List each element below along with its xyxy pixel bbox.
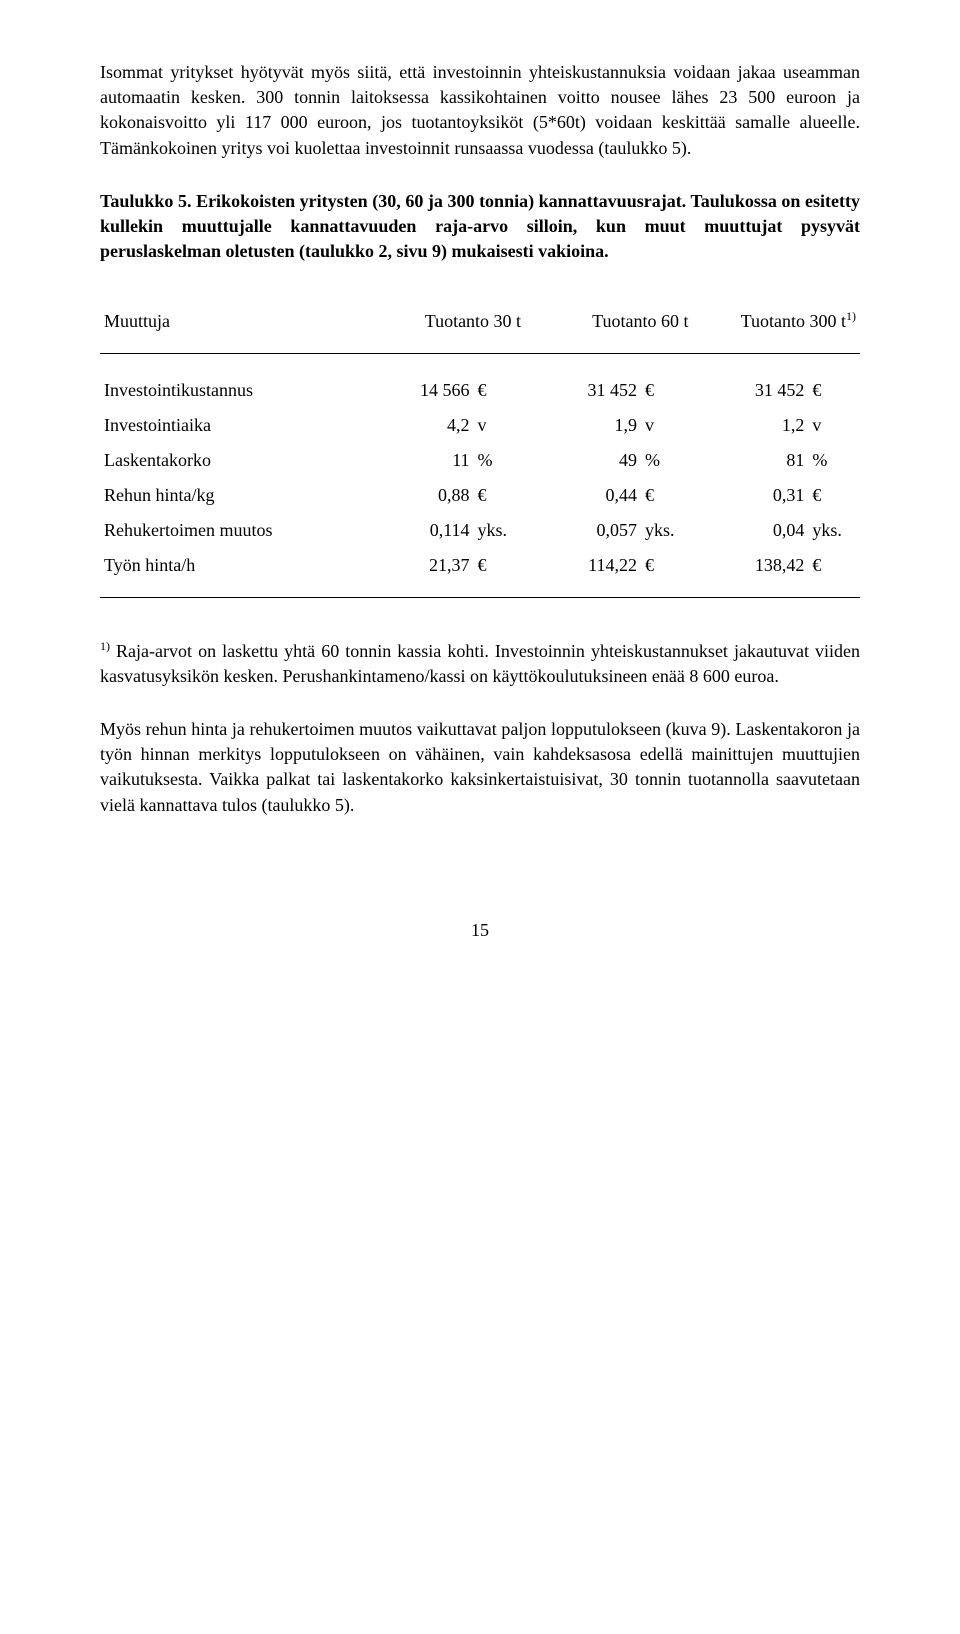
row-label: Laskentakorko <box>100 443 358 478</box>
header-tuotanto-300: Tuotanto 300 t1) <box>693 300 861 353</box>
row-unit: yks. <box>641 513 693 548</box>
row-unit: yks. <box>474 513 526 548</box>
row-unit: % <box>641 443 693 478</box>
header-muuttuja: Muuttuja <box>100 300 358 353</box>
row-value: 81 <box>693 443 809 478</box>
row-unit: € <box>474 548 526 597</box>
row-unit: v <box>641 408 693 443</box>
row-value: 0,31 <box>693 478 809 513</box>
table-row: Rehukertoimen muutos 0,114 yks. 0,057 yk… <box>100 513 860 548</box>
row-value: 1,9 <box>525 408 641 443</box>
header-tuotanto-60: Tuotanto 60 t <box>525 300 692 353</box>
header-tuotanto-300-text: Tuotanto 300 t <box>741 311 846 331</box>
row-unit: v <box>474 408 526 443</box>
row-label: Investointiaika <box>100 408 358 443</box>
profitability-table: Muuttuja Tuotanto 30 t Tuotanto 60 t Tuo… <box>100 300 860 597</box>
row-value: 31 452 <box>693 353 809 408</box>
intro-paragraph: Isommat yritykset hyötyvät myös siitä, e… <box>100 60 860 161</box>
row-label: Investointikustannus <box>100 353 358 408</box>
row-unit: v <box>808 408 860 443</box>
row-value: 114,22 <box>525 548 641 597</box>
row-unit: € <box>641 548 693 597</box>
row-unit: yks. <box>808 513 860 548</box>
row-unit: € <box>808 353 860 408</box>
row-value: 4,2 <box>358 408 474 443</box>
row-unit: € <box>641 478 693 513</box>
header-tuotanto-30: Tuotanto 30 t <box>358 300 525 353</box>
row-value: 138,42 <box>693 548 809 597</box>
row-unit: € <box>808 548 860 597</box>
row-value: 31 452 <box>525 353 641 408</box>
table-body: Investointikustannus 14 566 € 31 452 € 3… <box>100 353 860 597</box>
row-value: 1,2 <box>693 408 809 443</box>
row-value: 0,057 <box>525 513 641 548</box>
footnote: 1) Raja-arvot on laskettu yhtä 60 tonnin… <box>100 638 860 689</box>
table-row: Laskentakorko 11 % 49 % 81 % <box>100 443 860 478</box>
table-row: Investointiaika 4,2 v 1,9 v 1,2 v <box>100 408 860 443</box>
row-unit: % <box>808 443 860 478</box>
row-unit: € <box>474 353 526 408</box>
row-value: 11 <box>358 443 474 478</box>
row-value: 0,114 <box>358 513 474 548</box>
row-label: Rehukertoimen muutos <box>100 513 358 548</box>
header-sup: 1) <box>846 309 856 323</box>
closing-paragraph: Myös rehun hinta ja rehukertoimen muutos… <box>100 717 860 818</box>
footnote-text: Raja-arvot on laskettu yhtä 60 tonnin ka… <box>100 641 860 686</box>
table-row: Investointikustannus 14 566 € 31 452 € 3… <box>100 353 860 408</box>
row-value: 0,04 <box>693 513 809 548</box>
page-number: 15 <box>100 918 860 943</box>
row-unit: € <box>474 478 526 513</box>
table-row: Työn hinta/h 21,37 € 114,22 € 138,42 € <box>100 548 860 597</box>
row-unit: % <box>474 443 526 478</box>
table-caption-text: Taulukko 5. Erikokoisten yritysten (30, … <box>100 191 860 261</box>
table-header-row: Muuttuja Tuotanto 30 t Tuotanto 60 t Tuo… <box>100 300 860 353</box>
row-unit: € <box>641 353 693 408</box>
row-value: 0,44 <box>525 478 641 513</box>
table-row: Rehun hinta/kg 0,88 € 0,44 € 0,31 € <box>100 478 860 513</box>
row-value: 14 566 <box>358 353 474 408</box>
row-value: 49 <box>525 443 641 478</box>
footnote-sup: 1) <box>100 639 110 653</box>
row-value: 0,88 <box>358 478 474 513</box>
table-caption: Taulukko 5. Erikokoisten yritysten (30, … <box>100 189 860 265</box>
row-label: Rehun hinta/kg <box>100 478 358 513</box>
row-value: 21,37 <box>358 548 474 597</box>
row-label: Työn hinta/h <box>100 548 358 597</box>
row-unit: € <box>808 478 860 513</box>
